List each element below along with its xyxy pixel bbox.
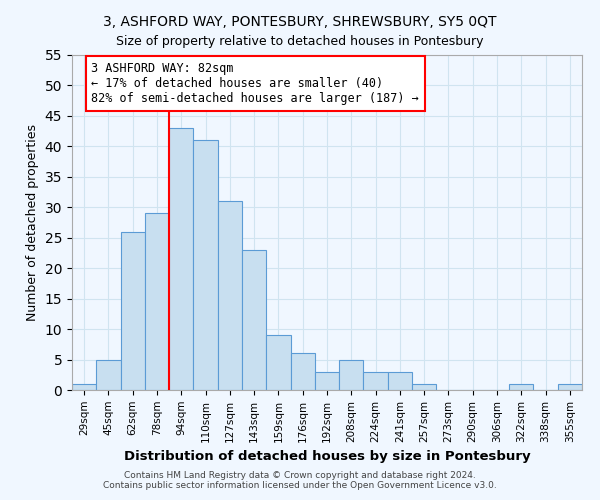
Text: Contains HM Land Registry data © Crown copyright and database right 2024.
Contai: Contains HM Land Registry data © Crown c… — [103, 470, 497, 490]
Y-axis label: Number of detached properties: Number of detached properties — [26, 124, 39, 321]
Text: 3 ASHFORD WAY: 82sqm
← 17% of detached houses are smaller (40)
82% of semi-detac: 3 ASHFORD WAY: 82sqm ← 17% of detached h… — [91, 62, 419, 106]
Bar — [509, 384, 533, 390]
Bar — [145, 214, 169, 390]
Bar — [315, 372, 339, 390]
Bar — [242, 250, 266, 390]
Bar — [96, 360, 121, 390]
X-axis label: Distribution of detached houses by size in Pontesbury: Distribution of detached houses by size … — [124, 450, 530, 463]
Text: 3, ASHFORD WAY, PONTESBURY, SHREWSBURY, SY5 0QT: 3, ASHFORD WAY, PONTESBURY, SHREWSBURY, … — [103, 15, 497, 29]
Text: Size of property relative to detached houses in Pontesbury: Size of property relative to detached ho… — [116, 35, 484, 48]
Bar — [169, 128, 193, 390]
Bar — [364, 372, 388, 390]
Bar — [339, 360, 364, 390]
Bar — [388, 372, 412, 390]
Bar — [193, 140, 218, 390]
Bar — [266, 335, 290, 390]
Bar — [218, 201, 242, 390]
Bar — [290, 354, 315, 390]
Bar — [558, 384, 582, 390]
Bar — [412, 384, 436, 390]
Bar — [121, 232, 145, 390]
Bar — [72, 384, 96, 390]
